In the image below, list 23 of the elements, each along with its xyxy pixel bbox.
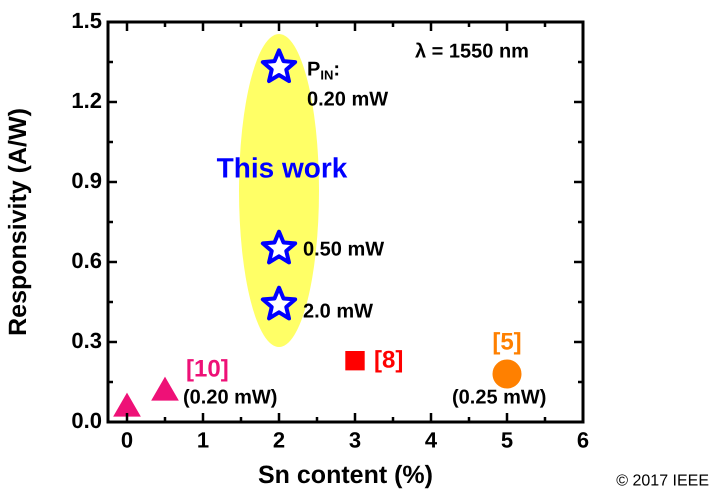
x-tick-label: 1 [196,427,210,452]
annotation: (0.25 mW) [452,386,546,409]
x-axis-title: Sn content (%) [258,460,433,489]
y-tick-label: 0.0 [71,408,102,434]
x-tick-label: 4 [424,427,438,452]
y-tick-label: 0.3 [71,328,102,354]
annotation: λ = 1550 nm [415,40,529,63]
y-tick-label: 1.5 [71,8,102,34]
x-tick-label: 0 [120,427,134,452]
y-axis-title: Responsivity (A/W) [4,108,32,336]
annotation: 2.0 mW [303,300,374,323]
series-label: [10] [186,355,229,382]
series-label: [5] [492,328,522,356]
y-tick-label: 0.9 [71,168,102,194]
series-label: [8] [374,346,404,374]
x-tick-label: 6 [576,427,590,452]
y-tick-label: 0.6 [71,248,102,274]
x-tick-label: 3 [348,427,362,452]
x-tick-label: 2 [272,427,286,452]
x-tick-label: 5 [500,427,514,452]
text: © 2017 IEEE [616,472,709,490]
y-tick-label: 1.2 [71,88,102,114]
annotation: (0.20 mW) [183,386,278,409]
